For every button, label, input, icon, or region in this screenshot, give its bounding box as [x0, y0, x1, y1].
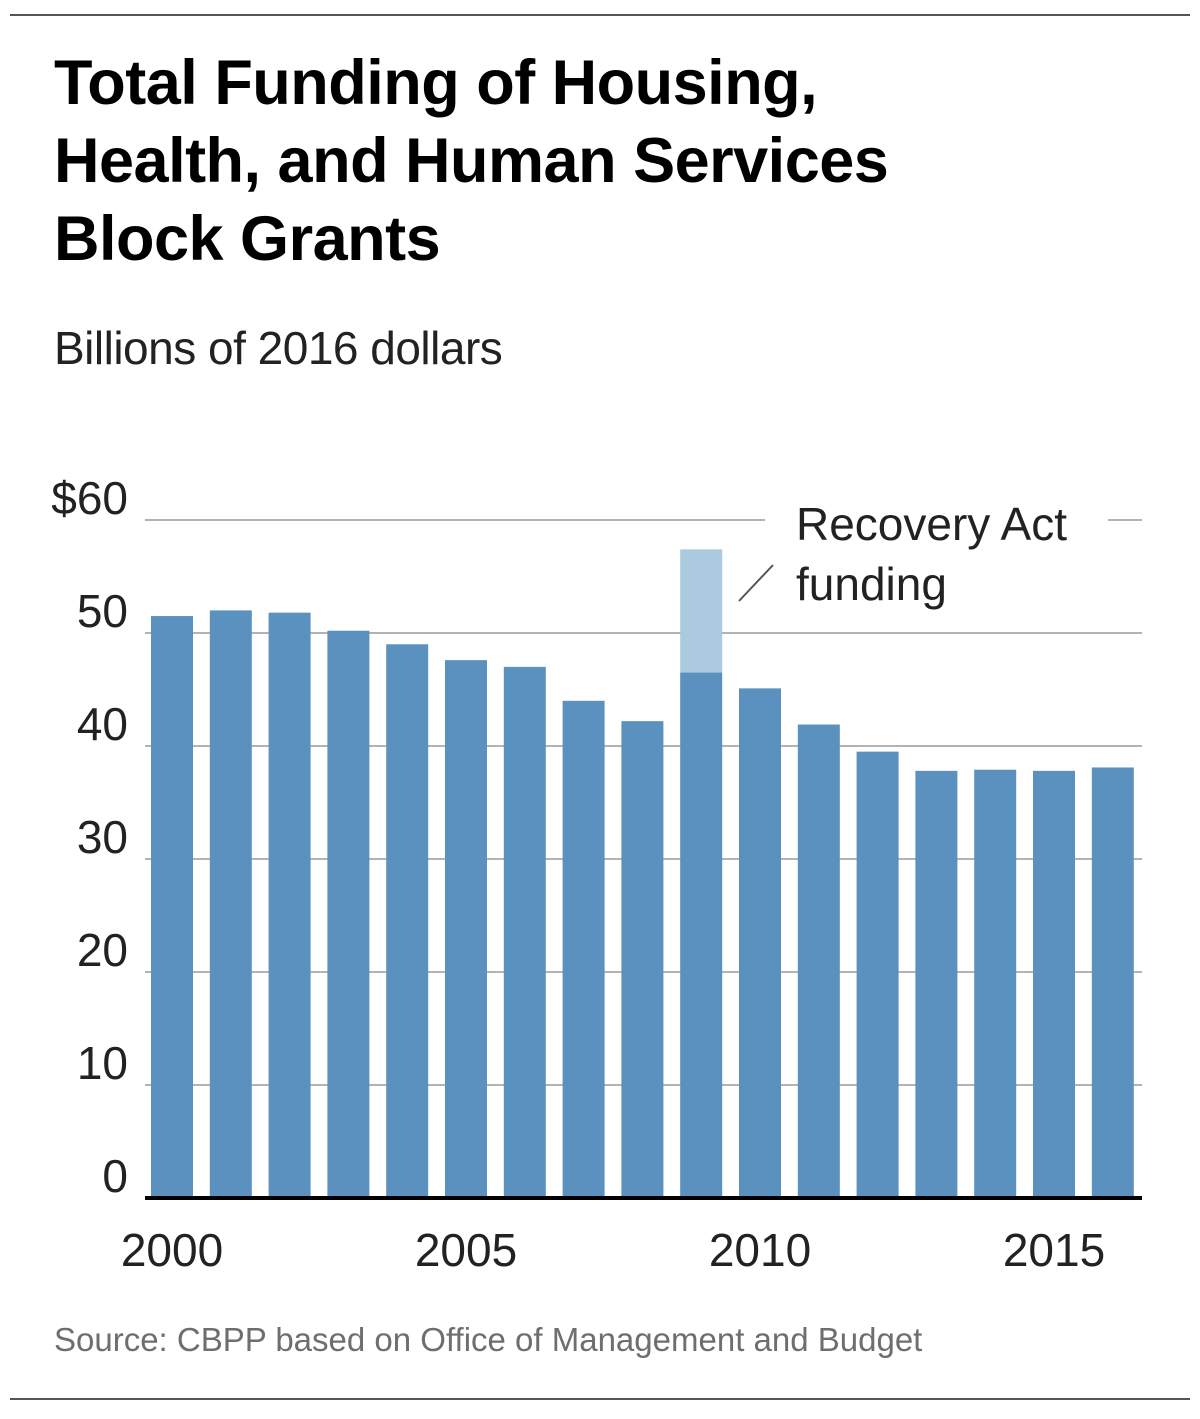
title-line-3: Block Grants — [54, 204, 441, 274]
y-tick-label: 40 — [77, 698, 128, 750]
y-tick-label: 20 — [77, 924, 128, 976]
bar-2009 — [680, 672, 723, 1198]
x-tick-label: 2015 — [1003, 1224, 1105, 1276]
chart-subtitle: Billions of 2016 dollars — [54, 322, 503, 374]
title-line-2: Health, and Human Services — [54, 126, 889, 196]
bar-2002 — [268, 612, 311, 1198]
bar-2014 — [974, 769, 1017, 1198]
bar-2015 — [1033, 770, 1075, 1198]
bar-2011 — [797, 724, 840, 1198]
y-tick-label: 0 — [102, 1150, 128, 1202]
recovery-act-annotation: Recovery Act funding — [738, 498, 1067, 610]
bars — [151, 549, 1134, 1198]
bar-recovery-2009 — [680, 549, 723, 673]
bar-2007 — [562, 700, 605, 1198]
bar-2004 — [386, 644, 429, 1198]
x-tick-label: 2005 — [415, 1224, 517, 1276]
axes: 0 10 20 30 40 50 $60 2000 2005 2010 2015 — [51, 472, 1142, 1276]
annotation-line-1: Recovery Act — [796, 498, 1067, 550]
bar-2016 — [1091, 767, 1134, 1198]
bar-2006 — [503, 666, 546, 1198]
bar-2013 — [915, 770, 958, 1198]
bar-2005 — [445, 660, 487, 1198]
y-tick-label: 50 — [77, 585, 128, 637]
top-rule — [10, 14, 1190, 16]
annotation-line-2: funding — [796, 558, 947, 610]
bar-2000 — [151, 616, 193, 1198]
annotation-leader-line — [738, 564, 774, 602]
bottom-rule — [10, 1398, 1190, 1400]
bar-2003 — [327, 630, 370, 1198]
y-tick-label: $60 — [51, 472, 128, 524]
bar-2012 — [856, 751, 899, 1198]
title-line-1: Total Funding of Housing, — [54, 48, 818, 118]
x-tick-label: 2010 — [709, 1224, 811, 1276]
y-tick-label: 30 — [77, 811, 128, 863]
chart-title: Total Funding of Housing, Health, and Hu… — [54, 44, 1154, 278]
bar-2001 — [209, 610, 252, 1198]
x-tick-label: 2000 — [121, 1224, 223, 1276]
bar-2010 — [739, 688, 781, 1198]
source-note: Source: CBPP based on Office of Manageme… — [54, 1321, 923, 1358]
y-tick-label: 10 — [77, 1037, 128, 1089]
bar-2008 — [621, 721, 664, 1198]
